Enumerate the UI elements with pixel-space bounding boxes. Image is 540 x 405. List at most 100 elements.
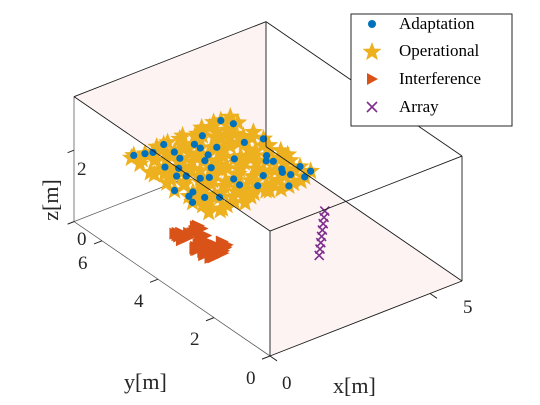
operational-marker	[284, 173, 303, 192]
series-layer	[121, 107, 330, 264]
adaptation-marker	[160, 140, 168, 149]
operational-marker	[210, 200, 230, 219]
y-tick-2: 4	[134, 291, 144, 312]
legend-icons	[362, 20, 382, 113]
adaptation-marker	[287, 171, 295, 179]
tick-labels: 0 5 0 2 4 6 0 2	[77, 159, 473, 394]
y-tick-mark	[261, 355, 271, 360]
adaptation-marker	[198, 132, 206, 140]
adaptation-marker	[161, 163, 169, 171]
adaptation-marker	[213, 143, 221, 151]
operational-marker	[181, 159, 201, 178]
operational-marker	[207, 150, 227, 169]
adaptation-marker	[262, 157, 270, 165]
operational-marker	[186, 147, 206, 166]
adaptation-marker	[130, 151, 138, 159]
operational-marker	[217, 120, 237, 139]
operational-marker	[228, 112, 248, 131]
legend: Adaptation Operational Interference Arra…	[350, 13, 513, 127]
operational-marker	[269, 170, 289, 189]
adaptation-marker	[259, 172, 267, 180]
adaptation-marker	[205, 173, 213, 182]
operational-marker	[205, 184, 225, 203]
operational-marker	[157, 172, 177, 191]
operational-marker	[198, 192, 218, 211]
interference-marker	[209, 246, 223, 259]
legend-label-adaptation: Adaptation	[399, 14, 475, 33]
x-tick-0: 0	[282, 373, 292, 394]
operational-marker	[144, 150, 164, 169]
operational-marker	[192, 117, 212, 136]
legend-icon-interference	[367, 73, 378, 85]
operational-marker	[170, 129, 190, 148]
operational-marker	[271, 179, 291, 198]
operational-marker	[228, 164, 248, 183]
operational-marker	[132, 149, 152, 168]
series-interference	[169, 219, 234, 264]
adaptation-marker	[229, 120, 237, 128]
adaptation-marker	[185, 192, 193, 200]
adaptation-marker	[204, 151, 212, 159]
operational-marker	[262, 173, 282, 192]
z-tick-1: 2	[77, 159, 87, 180]
adaptation-marker	[201, 157, 209, 165]
operational-marker	[211, 142, 231, 161]
adaptation-marker	[230, 155, 238, 163]
operational-marker	[144, 164, 164, 183]
y-tick-1: 2	[190, 329, 200, 350]
y-tick-mark	[205, 317, 215, 322]
operational-marker	[244, 183, 264, 202]
legend-label-interference: Interference	[399, 69, 481, 88]
box-front-edge-5	[73, 96, 271, 232]
operational-marker	[130, 154, 150, 173]
operational-marker	[217, 158, 237, 177]
legend-label-operational: Operational	[399, 41, 480, 60]
operational-marker	[214, 137, 234, 156]
operational-marker	[224, 192, 244, 211]
box-front-edge-6	[73, 21, 267, 98]
adaptation-marker	[278, 168, 287, 176]
operational-marker	[231, 146, 251, 165]
operational-marker	[180, 143, 200, 162]
operational-marker	[200, 172, 220, 191]
adaptation-marker	[188, 198, 197, 206]
operational-marker	[278, 144, 298, 163]
operational-marker	[174, 175, 194, 194]
axes-box-front-edges	[67, 21, 463, 362]
operational-marker	[214, 176, 234, 195]
interference-marker	[186, 227, 200, 240]
adaptation-marker	[240, 138, 248, 146]
operational-marker	[241, 186, 261, 205]
operational-marker	[199, 202, 219, 221]
y-tick-mark	[93, 240, 103, 245]
operational-marker	[242, 127, 262, 146]
legend-icon-array	[366, 101, 378, 113]
operational-marker	[241, 148, 261, 167]
operational-marker	[243, 122, 263, 141]
adaptation-marker	[235, 181, 244, 189]
operational-marker	[284, 160, 304, 179]
adaptation-marker	[301, 173, 309, 181]
z-axis-label: z[m]	[38, 179, 63, 221]
adaptation-marker	[207, 164, 215, 172]
adaptation-marker	[201, 193, 209, 202]
interference-marker	[169, 227, 183, 240]
series-array	[314, 205, 330, 261]
x-tick-1: 5	[463, 297, 473, 318]
adaptation-marker	[170, 148, 178, 156]
operational-marker	[175, 137, 195, 156]
operational-marker	[246, 158, 266, 177]
operational-marker	[209, 155, 229, 174]
box-front-edge-1	[265, 146, 463, 282]
adaptation-marker	[182, 172, 190, 180]
adaptation-marker	[196, 144, 204, 152]
operational-marker	[291, 170, 311, 189]
adaptation-marker	[217, 116, 225, 125]
operational-marker	[211, 128, 231, 147]
adaptation-marker	[172, 172, 181, 180]
adaptation-marker	[149, 148, 157, 157]
operational-marker	[272, 147, 292, 166]
operational-marker	[220, 136, 240, 155]
adaptation-marker	[307, 167, 315, 175]
